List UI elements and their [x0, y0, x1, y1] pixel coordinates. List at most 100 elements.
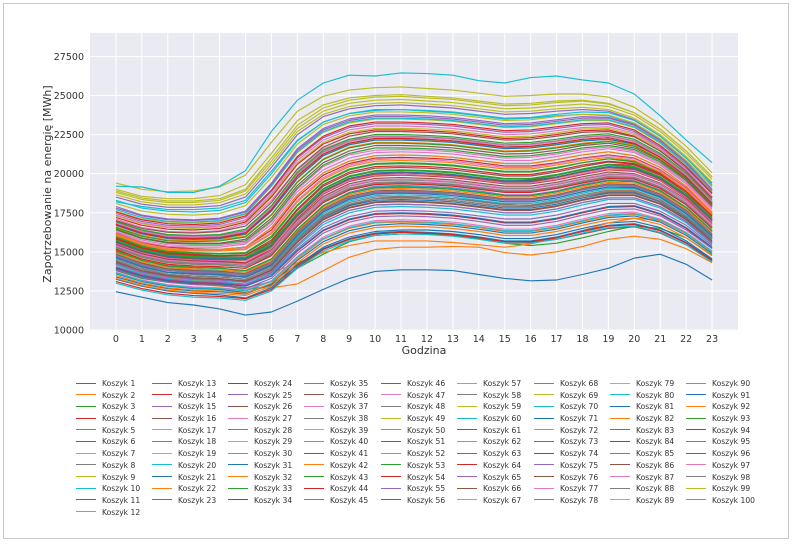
legend-swatch [76, 394, 96, 396]
legend-label: Koszyk 46 [407, 379, 446, 388]
legend-item: Koszyk 36 [304, 390, 368, 402]
legend-item: Koszyk 37 [304, 401, 368, 413]
legend-label: Koszyk 55 [407, 484, 446, 494]
y-tick-label: 20000 [54, 169, 84, 180]
legend-item: Koszyk 84 [610, 436, 674, 448]
legend-label: Koszyk 59 [483, 402, 522, 412]
series-line [115, 205, 713, 286]
legend-label: Koszyk 22 [178, 484, 217, 494]
series-line [115, 102, 713, 206]
legend-swatch [534, 405, 554, 407]
legend-item: Koszyk 47 [381, 390, 445, 402]
series-line [115, 127, 713, 229]
legend-item: Koszyk 42 [304, 460, 368, 472]
legend-label: Koszyk 39 [330, 425, 369, 435]
legend-swatch [457, 429, 477, 431]
legend-swatch [76, 417, 96, 419]
legend-swatch [152, 394, 172, 396]
legend-label: Koszyk 91 [712, 390, 751, 400]
legend-label: Koszyk 70 [560, 402, 599, 412]
legend-item: Koszyk 30 [228, 448, 292, 460]
legend-item: Koszyk 67 [457, 495, 521, 507]
legend-label: Koszyk 11 [102, 495, 141, 505]
y-tick-labels: 10000 12500 15000 17500 20000 22500 25000 27500 [54, 52, 84, 337]
legend-label: Koszyk 57 [483, 379, 522, 388]
legend-item: Koszyk 96 [686, 448, 755, 460]
legend-swatch [76, 452, 96, 454]
series-line [115, 166, 713, 261]
legend-label: Koszyk 90 [712, 379, 751, 388]
legend-label: Koszyk 38 [330, 414, 369, 424]
legend-swatch [686, 429, 706, 431]
series-line [115, 140, 713, 242]
legend-swatch [76, 405, 96, 407]
legend-item: Koszyk 88 [610, 483, 674, 495]
legend-label: Koszyk 78 [560, 495, 599, 505]
legend-swatch [152, 452, 172, 454]
legend-swatch [381, 382, 401, 384]
legend-label: Koszyk 95 [712, 437, 751, 447]
legend-swatch [76, 511, 96, 513]
legend-item: Koszyk 71 [534, 413, 598, 425]
legend-swatch [228, 382, 248, 384]
legend-swatch [534, 499, 554, 501]
legend-label: Koszyk 17 [178, 425, 217, 435]
legend-item: Koszyk 54 [381, 472, 445, 484]
series-line [115, 144, 713, 245]
legend-swatch [152, 499, 172, 501]
legend-swatch [610, 417, 630, 419]
series-line [115, 95, 713, 202]
legend-swatch [152, 476, 172, 477]
legend-swatch [686, 487, 706, 489]
series-line [115, 104, 713, 208]
series-line [115, 166, 713, 260]
legend-label: Koszyk 31 [254, 460, 293, 470]
series-line [115, 141, 713, 243]
legend-swatch [686, 382, 706, 384]
legend-label: Koszyk 2 [102, 390, 136, 400]
legend-item: Koszyk 70 [534, 401, 598, 413]
legend-item: Koszyk 52 [381, 448, 445, 460]
legend-item: Koszyk 38 [304, 413, 368, 425]
legend-swatch [457, 499, 477, 501]
legend-item: Koszyk 83 [610, 425, 674, 437]
legend-swatch [534, 452, 554, 454]
legend-item: Koszyk 15 [152, 401, 216, 413]
legend-label: Koszyk 96 [712, 449, 751, 459]
legend-label: Koszyk 34 [254, 495, 293, 505]
series-line [115, 116, 713, 222]
legend-item: Koszyk 13 [152, 378, 216, 390]
series-line [115, 189, 713, 279]
legend-label: Koszyk 47 [407, 390, 446, 400]
legend-item: Koszyk 55 [381, 483, 445, 495]
legend-swatch [304, 429, 324, 431]
legend-swatch [228, 499, 248, 501]
legend-label: Koszyk 1 [102, 379, 136, 388]
legend-swatch [152, 382, 172, 384]
legend-column: Koszyk 1 Koszyk 2 Koszyk 3 Koszyk 4 Koszyk 5… [76, 378, 140, 518]
legend-column: Koszyk 68 Koszyk 69 Koszyk 70 Koszyk 71 Kosz… [534, 378, 598, 507]
x-tick-label: 9 [346, 334, 352, 345]
legend-label: Koszyk 26 [254, 402, 293, 412]
legend-swatch [457, 382, 477, 384]
legend-label: Koszyk 67 [483, 495, 522, 505]
y-tick-label: 10000 [54, 326, 84, 337]
legend-label: Koszyk 81 [636, 402, 675, 412]
x-tick-label: 22 [680, 334, 692, 345]
legend-label: Koszyk 88 [636, 484, 675, 494]
legend-label: Koszyk 85 [636, 449, 675, 459]
series-line [115, 155, 713, 251]
legend-swatch [610, 464, 630, 466]
legend-swatch [228, 476, 248, 477]
legend-item: Koszyk 68 [534, 378, 598, 390]
x-tick-label: 19 [602, 334, 614, 345]
series-line [115, 125, 713, 229]
legend-item: Koszyk 48 [381, 401, 445, 413]
series-line [115, 156, 713, 252]
legend-item: Koszyk 2 [76, 390, 140, 402]
legend-swatch [152, 440, 172, 442]
y-tick-label: 17500 [54, 208, 84, 219]
legend-label: Koszyk 77 [560, 484, 599, 494]
series-line [115, 117, 713, 223]
legend-item: Koszyk 78 [534, 495, 598, 507]
